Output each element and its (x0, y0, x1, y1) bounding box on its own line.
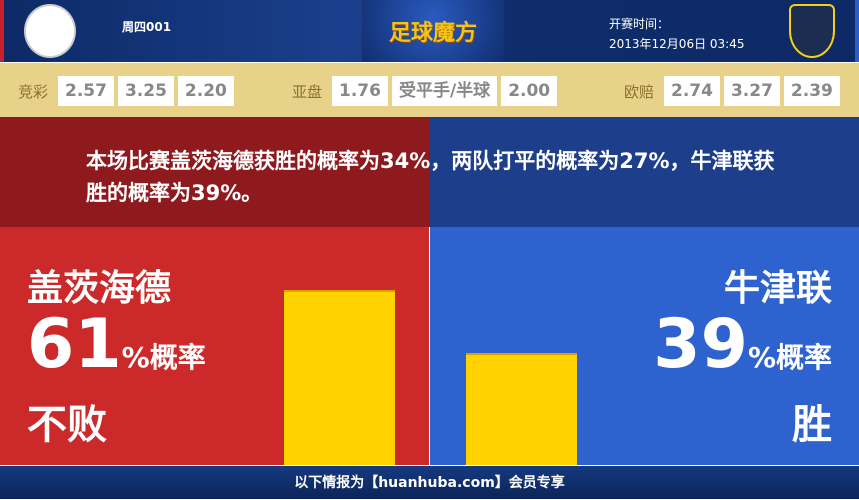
probability-summary: 本场比赛盖茨海德获胜的概率为34%，两队打平的概率为27%，牛津联获胜的概率为3… (86, 149, 775, 205)
odds-asian: 亚盘 1.76 受平手/半球 2.00 (292, 76, 558, 106)
home-probability: 61%概率 (27, 305, 206, 384)
away-probability: 39%概率 (653, 305, 832, 384)
odds-label: 欧赔 (624, 82, 655, 101)
home-probability-bar (284, 290, 395, 465)
away-team-name: 牛津联 (723, 268, 832, 309)
kickoff-info: 开赛时间： 2013年12月06日 03:45 (609, 14, 744, 54)
away-percent-suffix: %概率 (747, 341, 832, 374)
away-percent: 39 (653, 305, 748, 384)
member-footer[interactable]: 以下情报为【huanhuba.com】会员专享 (0, 465, 859, 499)
odds-value: 3.25 (117, 76, 174, 106)
home-team-name: 盖茨海德 (27, 268, 172, 309)
odds-value: 2.57 (58, 76, 114, 106)
odds-value: 2.39 (783, 76, 840, 106)
away-team-logo (789, 4, 835, 58)
odds-jingcai: 竞彩 2.57 3.25 2.20 (18, 76, 234, 106)
odds-value: 2.20 (177, 76, 234, 106)
odds-value: 2.00 (501, 76, 558, 106)
kickoff-label: 开赛时间： (609, 17, 670, 31)
odds-value: 2.74 (664, 76, 720, 106)
home-percent: 61 (27, 305, 122, 384)
match-header: 周四001 足球魔方 开赛时间： 2013年12月06日 03:45 (0, 0, 859, 62)
brand-logo: 足球魔方 (362, 0, 504, 62)
odds-bar: 竞彩 2.57 3.25 2.20 亚盘 1.76 受平手/半球 2.00 欧赔… (0, 62, 859, 117)
away-result: 胜 (792, 402, 832, 448)
odds-label: 亚盘 (292, 82, 323, 101)
match-code: 周四001 (122, 20, 172, 34)
home-panel: 盖茨海德 61%概率 不败 (0, 227, 429, 465)
home-percent-suffix: %概率 (121, 341, 206, 374)
away-panel: 牛津联 39%概率 胜 (430, 227, 859, 465)
away-probability-bar (466, 353, 577, 465)
odds-label: 竞彩 (18, 82, 49, 101)
odds-value: 1.76 (332, 76, 388, 106)
odds-euro: 欧赔 2.74 3.27 2.39 (624, 76, 840, 106)
kickoff-time: 2013年12月06日 03:45 (609, 37, 745, 51)
handicap-line: 受平手/半球 (391, 76, 498, 106)
home-team-logo (24, 4, 76, 58)
odds-value: 3.27 (723, 76, 780, 106)
home-result: 不败 (27, 402, 107, 448)
probability-banner: 本场比赛盖茨海德获胜的概率为34%，两队打平的概率为27%，牛津联获胜的概率为3… (0, 117, 859, 227)
